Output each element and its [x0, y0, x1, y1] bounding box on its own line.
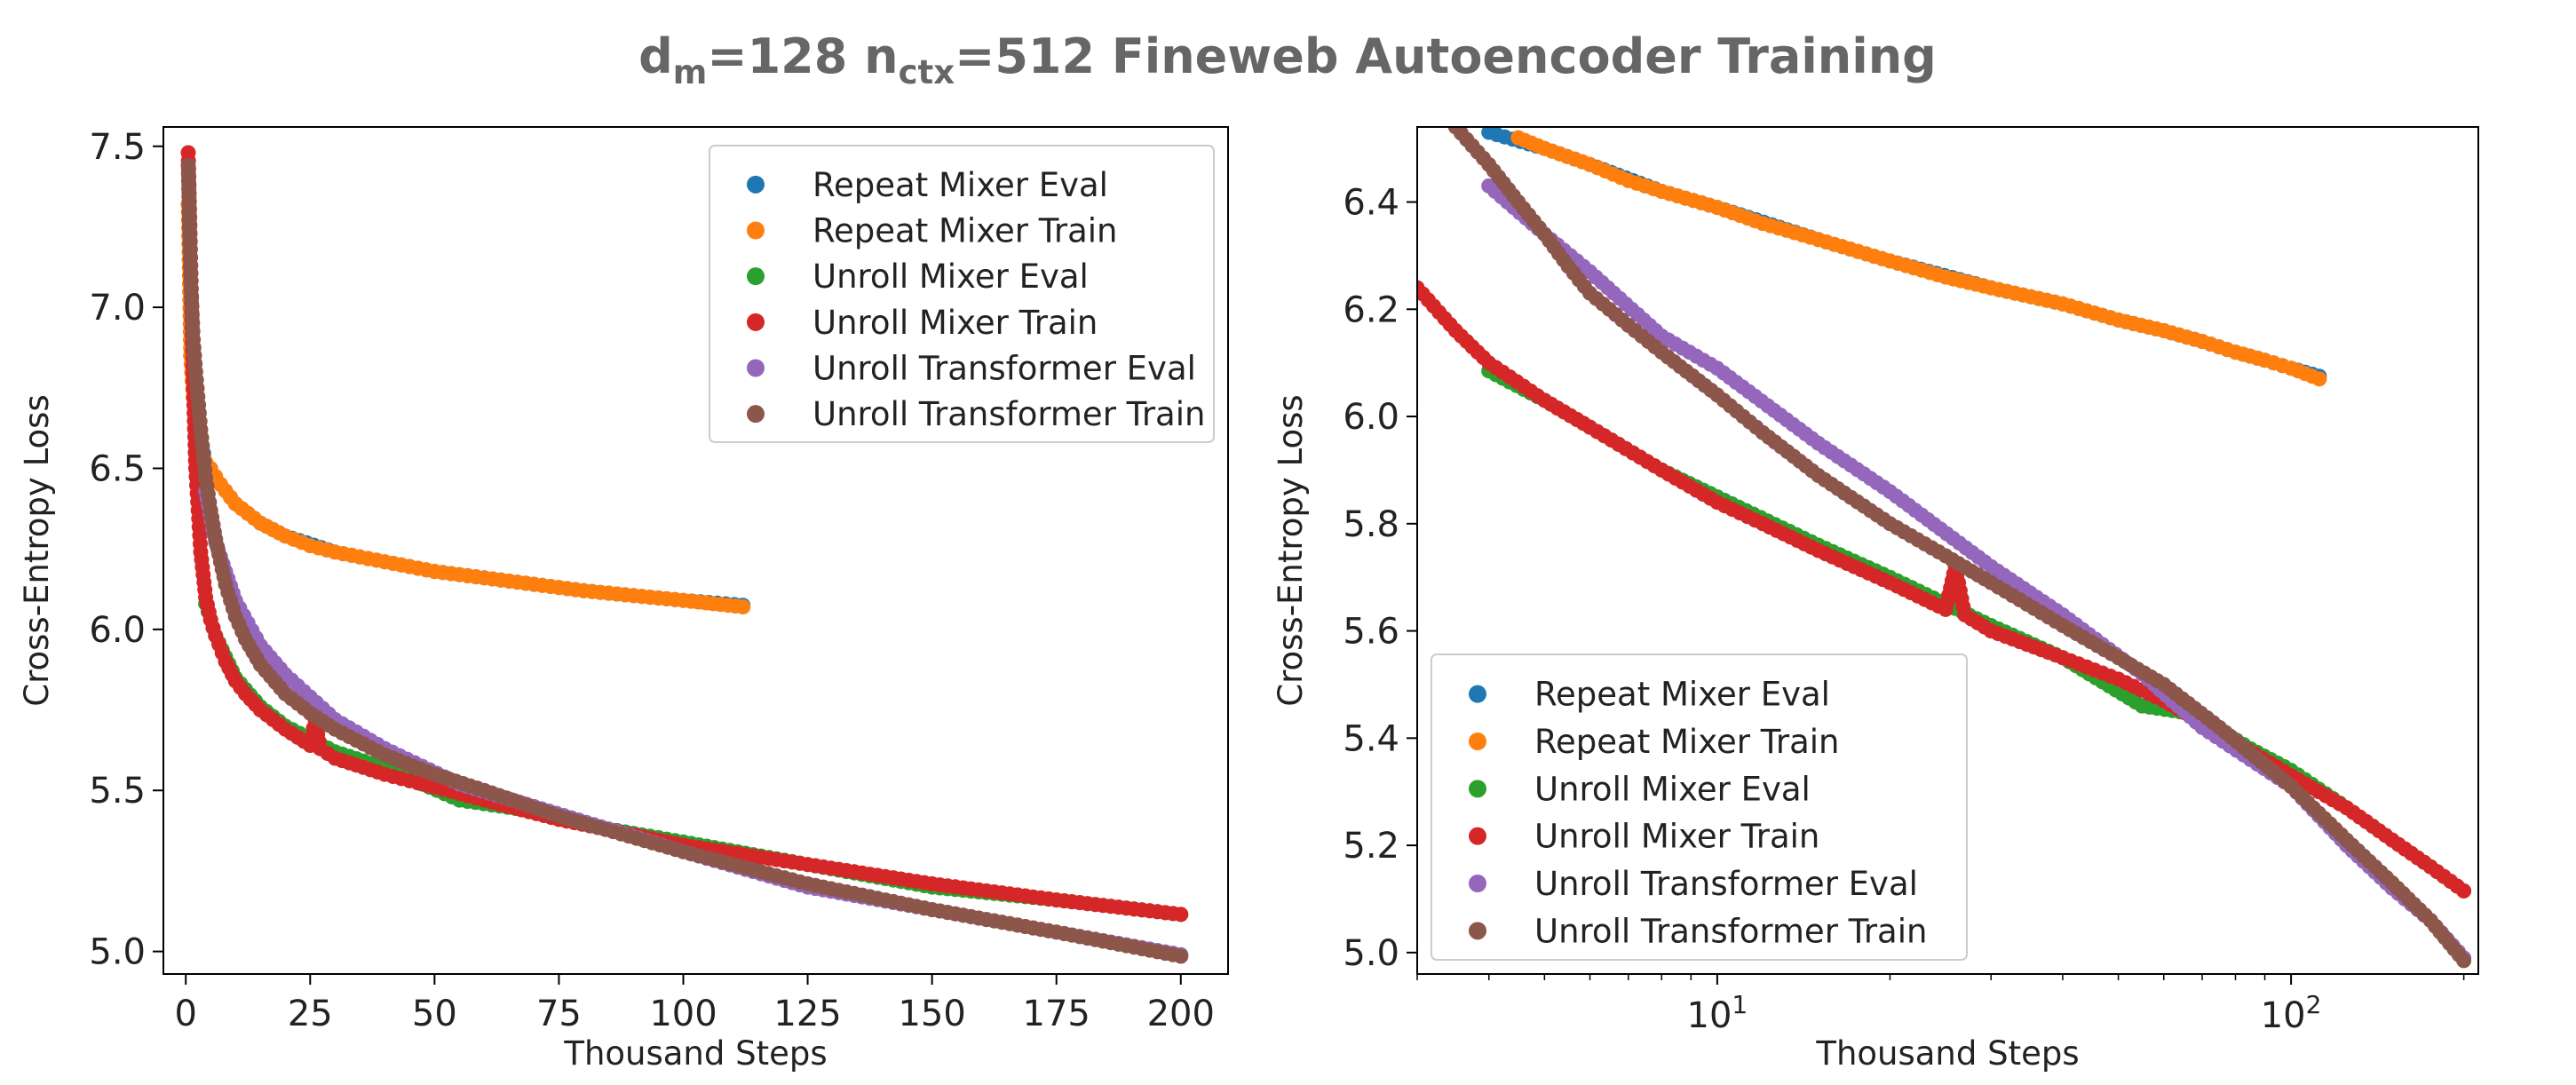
- legend-marker: [1469, 875, 1486, 892]
- legend-entry: Unroll Transformer Train: [1469, 912, 1927, 950]
- legend-entry: Unroll Mixer Eval: [747, 257, 1089, 296]
- x-tick-label: 75: [536, 994, 582, 1034]
- legend-entry: Repeat Mixer Train: [1469, 723, 1839, 761]
- legend-marker: [1469, 827, 1486, 845]
- legend: Repeat Mixer Eval Repeat Mixer Train Unrol…: [709, 145, 1215, 443]
- data-point: [2311, 371, 2327, 387]
- x-tick-label: 25: [288, 994, 333, 1034]
- x-tick-label: 175: [1023, 994, 1090, 1034]
- series-unroll-mixer-train: [1417, 280, 2472, 899]
- left-chart-panel: 5.0 5.5 6.0 6.5 7.0 7.5 0 25 50 75 100 125 150 175 200…: [18, 126, 1229, 1073]
- series-unroll-transformer-train: [180, 158, 1189, 964]
- legend-marker: [747, 359, 765, 377]
- y-tick-label: 7.0: [89, 288, 146, 329]
- legend: Repeat Mixer Eval Repeat Mixer Train Unrol…: [1431, 653, 1968, 961]
- legend-entry: Unroll Transformer Eval: [747, 350, 1196, 388]
- y-tick-label: 6.0: [89, 610, 146, 651]
- legend-marker: [1469, 685, 1486, 703]
- y-tick-label: 7.5: [89, 127, 146, 168]
- x-tick-label: 125: [773, 994, 841, 1034]
- series-repeat-mixer-train: [180, 196, 751, 614]
- plot-area: [1417, 127, 2472, 969]
- data-point: [2456, 953, 2472, 969]
- legend-label: Repeat Mixer Train: [1534, 723, 1839, 761]
- x-tick-label: 101: [1687, 990, 1748, 1036]
- legend-label: Unroll Transformer Eval: [1534, 865, 1918, 903]
- legend-label: Unroll Mixer Train: [1534, 818, 1819, 856]
- data-point: [735, 599, 751, 614]
- legend-marker: [747, 221, 765, 240]
- legend-label: Unroll Transformer Train: [1534, 912, 1927, 950]
- x-tick-label: 200: [1147, 994, 1215, 1034]
- legend-label: Unroll Mixer Eval: [1534, 770, 1811, 808]
- y-tick-label: 5.0: [89, 932, 146, 973]
- axes-frame: [1416, 126, 2479, 975]
- figure-title-rest: =512 Fineweb Autoencoder Training: [955, 28, 1937, 84]
- right-chart-panel: 5.0 5.2 5.4 5.6 5.8 6.0 6.2 6.4 101 102 Thousand S…: [1272, 126, 2479, 1073]
- figure-title-sub-m: m: [673, 53, 708, 91]
- y-tick-label: 6.4: [1343, 183, 1399, 224]
- x-tick-label: 100: [649, 994, 717, 1034]
- y-tick-label: 5.8: [1343, 504, 1399, 545]
- legend-marker: [747, 267, 765, 286]
- y-tick-label: 5.5: [89, 771, 146, 812]
- legend-marker: [1469, 922, 1486, 940]
- x-tick-label: 150: [898, 994, 965, 1034]
- legend-entry: Unroll Mixer Train: [747, 304, 1098, 342]
- legend-entry: Repeat Mixer Eval: [747, 166, 1108, 204]
- y-tick-label: 6.5: [89, 449, 146, 490]
- data-point: [2456, 883, 2472, 899]
- figure-title-d: d: [638, 28, 673, 84]
- legend-marker: [747, 175, 765, 194]
- legend-entry: Unroll Transformer Eval: [1469, 865, 1918, 903]
- series-repeat-mixer-train: [1510, 130, 2327, 387]
- series-line: [189, 355, 743, 607]
- legend-marker: [1469, 780, 1486, 798]
- axes-frame: [162, 126, 1229, 975]
- y-axis-label: Cross-Entropy Loss: [1272, 394, 1310, 706]
- legend-label: Repeat Mixer Eval: [812, 166, 1108, 204]
- y-tick-label: 6.0: [1343, 397, 1399, 438]
- data-point: [1173, 907, 1189, 923]
- y-tick-label: 6.2: [1343, 289, 1399, 330]
- legend-label: Unroll Transformer Eval: [812, 350, 1196, 388]
- x-axis-label: Thousand Steps: [1815, 1034, 2079, 1073]
- data-point: [1173, 948, 1189, 964]
- legend-label: Unroll Transformer Train: [812, 395, 1205, 433]
- legend-label: Repeat Mixer Train: [812, 212, 1117, 250]
- legend-label: Unroll Mixer Eval: [812, 257, 1089, 296]
- y-tick-label: 5.2: [1343, 826, 1399, 867]
- plot-area: [180, 145, 1189, 964]
- legend-label: Repeat Mixer Eval: [1534, 676, 1830, 714]
- x-axis-label: Thousand Steps: [563, 1034, 827, 1073]
- legend-entry: Unroll Mixer Train: [1469, 818, 1819, 856]
- series-line: [186, 204, 743, 609]
- x-tick-label: 0: [174, 994, 196, 1034]
- legend-label: Unroll Mixer Train: [812, 304, 1098, 342]
- x-tick-label: 102: [2261, 990, 2322, 1036]
- y-tick-label: 5.4: [1343, 718, 1399, 759]
- legend-entry: Repeat Mixer Train: [747, 212, 1117, 250]
- legend-entry: Unroll Mixer Eval: [1469, 770, 1811, 808]
- legend-box: [1431, 653, 1968, 961]
- x-tick-label: 50: [412, 994, 457, 1034]
- series-unroll-transformer-train: [1447, 127, 2472, 969]
- legend-box: [709, 145, 1215, 443]
- legend-entry: Unroll Transformer Train: [747, 395, 1205, 433]
- legend-marker: [1469, 733, 1486, 750]
- figure-title: dm=128 nctx=512 Fineweb Autoencoder Trai…: [638, 28, 1937, 91]
- y-tick-label: 5.6: [1343, 612, 1399, 653]
- figure-title-mid: =128 n: [707, 28, 898, 84]
- y-axis-label: Cross-Entropy Loss: [18, 394, 56, 706]
- y-tick-label: 5.0: [1343, 933, 1399, 974]
- legend-marker: [747, 313, 765, 331]
- legend-marker: [747, 405, 765, 424]
- legend-entry: Repeat Mixer Eval: [1469, 676, 1830, 714]
- figure-title-sub-ctx: ctx: [899, 53, 955, 91]
